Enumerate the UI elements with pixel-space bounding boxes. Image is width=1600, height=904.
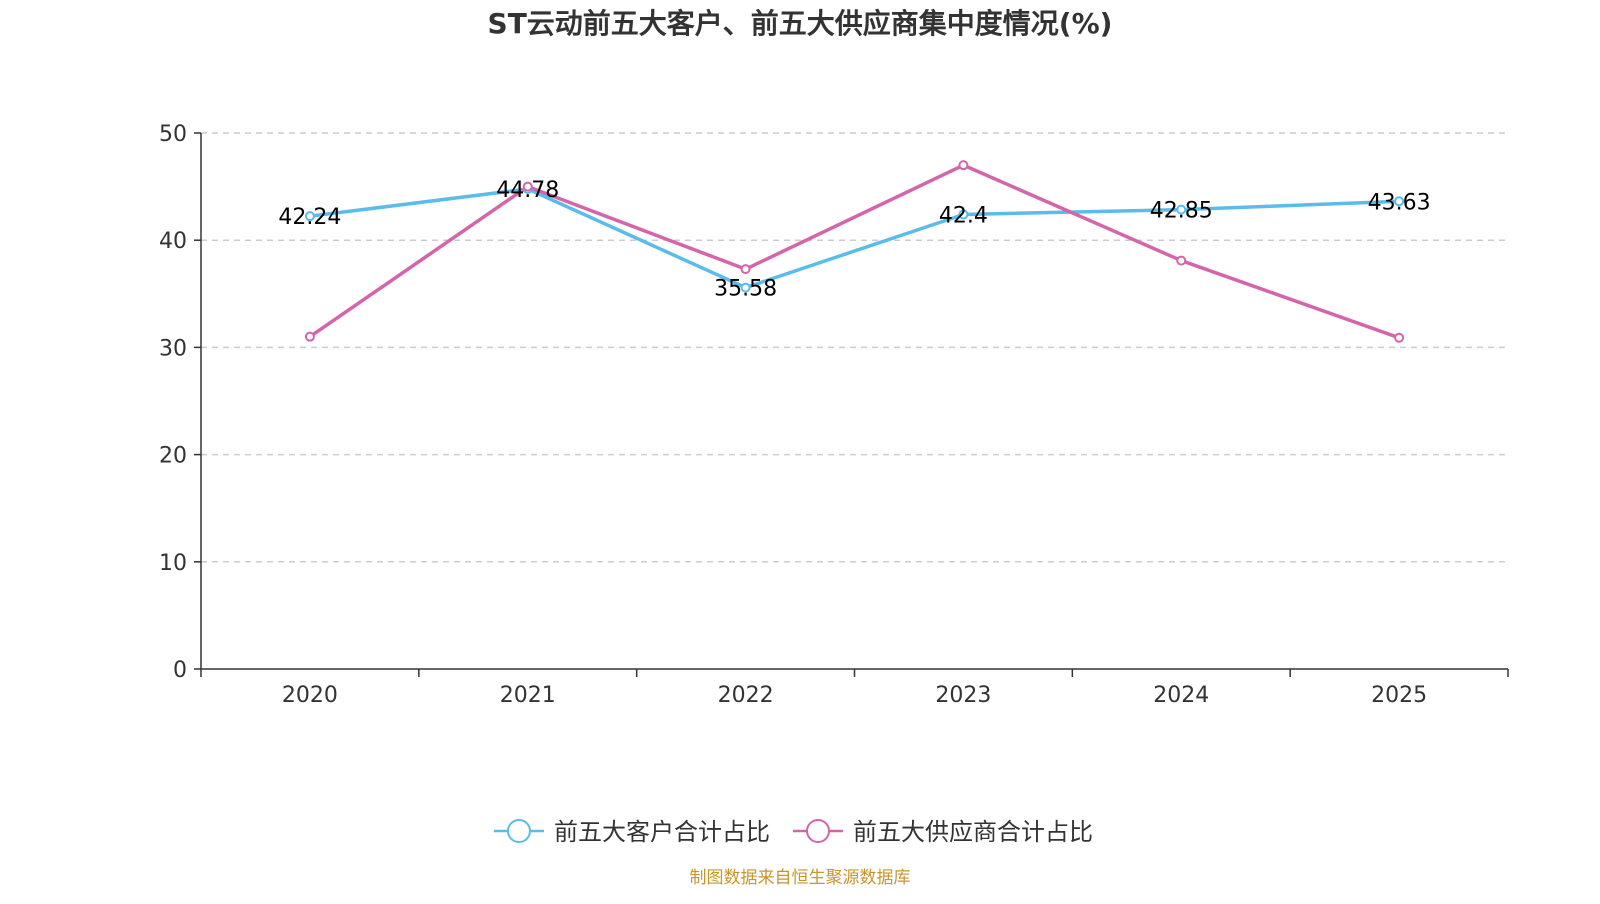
series-1-point-2020[interactable] xyxy=(304,211,315,222)
x-tick-label-2024: 2024 xyxy=(1153,683,1209,708)
series-2-point-2022[interactable] xyxy=(740,264,751,275)
y-tick-label: 30 xyxy=(159,336,187,361)
legend[interactable]: 前五大客户合计占比 前五大供应商合计占比 xyxy=(494,818,1093,846)
legend-label: 前五大客户合计占比 xyxy=(554,818,770,846)
series-2-point-2021[interactable] xyxy=(522,181,533,192)
data-label-2020: 42.24 xyxy=(278,205,341,230)
series-line-2 xyxy=(308,163,1401,340)
series-2-point-2024[interactable] xyxy=(1176,255,1187,266)
data-labels: 42.24 44.78 35.58 42.4 42.85 43.63 xyxy=(278,178,1430,302)
series-2-point-2025[interactable] xyxy=(1394,332,1405,343)
y-tick-label: 50 xyxy=(159,122,187,147)
y-tick-label: 0 xyxy=(173,658,187,683)
gridlines xyxy=(201,132,1508,563)
x-tick-label-2023: 2023 xyxy=(935,683,991,708)
x-tick-label-2021: 2021 xyxy=(500,683,556,708)
legend-label: 前五大供应商合计占比 xyxy=(853,818,1093,846)
data-label-2023: 42.4 xyxy=(939,203,988,228)
legend-marker xyxy=(507,819,531,843)
data-label-2022: 35.58 xyxy=(714,277,777,302)
x-tick-label-2025: 2025 xyxy=(1371,683,1427,708)
series-1-point-2025[interactable] xyxy=(1394,196,1405,207)
chart-title: ST云动前五大客户、前五大供应商集中度情况(%) xyxy=(488,7,1113,40)
y-tick-label: 40 xyxy=(159,229,187,254)
data-label-2021: 44.78 xyxy=(496,178,559,203)
x-tick-label-2020: 2020 xyxy=(282,683,338,708)
series-lines xyxy=(304,160,1405,343)
axes: 0 10 20 30 40 50 2020 2021 2022 2023 2024 2025 xyxy=(159,122,1509,708)
series-2-point-2023[interactable] xyxy=(958,160,969,171)
y-tick-label: 10 xyxy=(159,551,187,576)
series-2-point-2020[interactable] xyxy=(304,331,315,342)
series-1-point-2022[interactable] xyxy=(740,282,751,293)
series-1-point-2024[interactable] xyxy=(1176,204,1187,215)
data-label-2025: 43.63 xyxy=(1368,190,1431,215)
series-line-1 xyxy=(308,187,1401,290)
series-1-point-2023[interactable] xyxy=(958,209,969,220)
legend-item-2[interactable]: 前五大供应商合计占比 xyxy=(793,818,1093,846)
y-tick-label: 20 xyxy=(159,444,187,469)
x-tick-label-2022: 2022 xyxy=(718,683,774,708)
legend-marker xyxy=(806,819,830,843)
source-note: 制图数据来自恒生聚源数据库 xyxy=(690,868,911,888)
data-label-2024: 42.85 xyxy=(1150,199,1213,224)
legend-item-1[interactable]: 前五大客户合计占比 xyxy=(494,818,770,846)
